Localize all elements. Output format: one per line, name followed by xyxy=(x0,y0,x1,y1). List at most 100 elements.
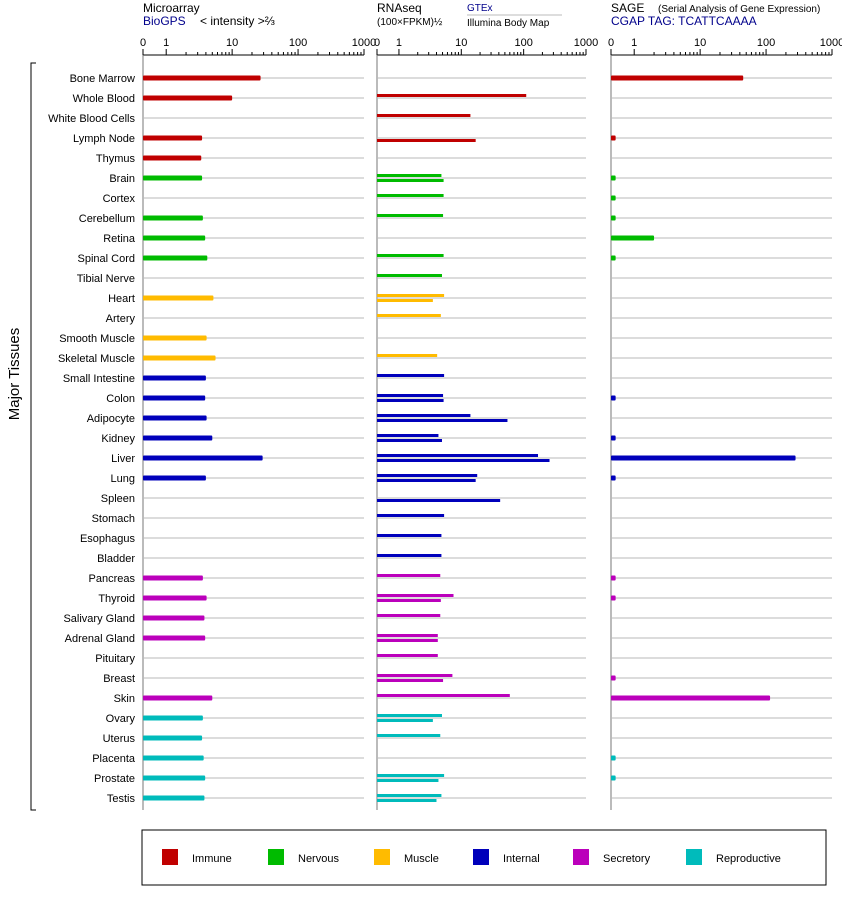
bar-gtex xyxy=(377,734,441,737)
bar-bodymap xyxy=(377,599,441,602)
panel-microarray-header: Microarray BioGPS < intensity >⅔ xyxy=(143,1,275,28)
bar-bodymap xyxy=(377,719,433,722)
panel-sage-axis: 0 1 10 100 1000 xyxy=(608,37,842,810)
panel-rnaseq-bodymap-label: Illumina Body Map xyxy=(467,18,550,29)
tissue-label: Adrenal Gland xyxy=(65,633,135,645)
tissue-row: Lymph Node xyxy=(73,133,832,145)
legend-item: Immune xyxy=(162,849,232,865)
legend: Immune Nervous Muscle Internal Secretory Repr… xyxy=(141,829,827,886)
bar-microarray xyxy=(143,735,203,741)
bar-gtex xyxy=(377,94,527,97)
bar-microarray xyxy=(143,175,203,181)
tissue-row: Stomach xyxy=(92,513,832,525)
tissue-row: Artery xyxy=(106,313,832,325)
legend-item: Internal xyxy=(473,849,540,865)
legend-label: Secretory xyxy=(603,853,651,865)
bar-sage xyxy=(611,235,655,241)
bar-sage xyxy=(611,435,616,441)
legend-label: Nervous xyxy=(298,853,339,865)
panel-rnaseq-header: RNAseq (100×FPKM)½ GTEx Illumina Body Ma… xyxy=(377,1,562,29)
bar-gtex xyxy=(377,794,442,797)
tissue-row: Spinal Cord xyxy=(78,253,832,265)
panel-rnaseq-gtex-link[interactable]: GTEx xyxy=(467,3,493,14)
tissue-row: Uterus xyxy=(103,733,832,745)
tissue-row: White Blood Cells xyxy=(48,113,832,125)
bar-sage xyxy=(611,595,616,601)
tissue-label: Brain xyxy=(109,173,135,185)
tissue-row: Pituitary xyxy=(95,653,832,665)
tissue-row: Spleen xyxy=(101,493,832,505)
bar-sage xyxy=(611,75,744,81)
bar-microarray xyxy=(143,75,261,81)
tissue-label: Cortex xyxy=(103,193,136,205)
bar-gtex xyxy=(377,454,539,457)
legend-label: Muscle xyxy=(404,853,439,865)
bar-bodymap xyxy=(377,399,444,402)
bar-sage xyxy=(611,475,616,481)
bar-gtex xyxy=(377,294,445,297)
tissue-label: Ovary xyxy=(106,713,136,725)
tissue-row: Prostate xyxy=(94,773,832,785)
bar-gtex xyxy=(377,774,445,777)
bar-gtex xyxy=(377,254,444,257)
bar-microarray xyxy=(143,155,202,161)
panel-microarray-units: < intensity >⅔ xyxy=(200,14,275,28)
bar-gtex xyxy=(377,174,442,177)
tissue-row: Skeletal Muscle xyxy=(58,353,832,365)
bar-bodymap xyxy=(377,459,550,462)
panel-sage-tag-link[interactable]: CGAP TAG: TCATTCAAAA xyxy=(611,14,757,28)
bar-microarray xyxy=(143,615,205,621)
bar-microarray xyxy=(143,395,206,401)
bar-microarray xyxy=(143,95,233,101)
panel-microarray-source-link[interactable]: BioGPS xyxy=(143,14,186,28)
tissue-row: Liver xyxy=(111,453,832,465)
bar-gtex xyxy=(377,314,441,317)
tissue-label: White Blood Cells xyxy=(48,113,135,125)
bar-bodymap xyxy=(377,419,508,422)
tissue-row: Cerebellum xyxy=(79,213,832,225)
bar-microarray xyxy=(143,375,206,381)
x-tick-label: 0 xyxy=(374,37,380,49)
panel-rnaseq-units: (100×FPKM)½ xyxy=(377,17,443,28)
bar-gtex xyxy=(377,434,439,437)
tissue-label: Cerebellum xyxy=(79,213,135,225)
panel-sage-subtitle: (Serial Analysis of Gene Expression) xyxy=(658,4,820,15)
tissue-label: Stomach xyxy=(92,513,135,525)
tissue-row: Colon xyxy=(106,393,832,405)
bar-sage xyxy=(611,395,616,401)
bar-gtex xyxy=(377,394,444,397)
tissue-label: Skeletal Muscle xyxy=(58,353,135,365)
tissue-label: Smooth Muscle xyxy=(59,333,135,345)
bar-bodymap xyxy=(377,299,433,302)
x-tick-label: 10 xyxy=(694,37,706,49)
bar-bodymap xyxy=(377,479,476,482)
tissue-row: Placenta xyxy=(92,753,832,765)
bar-bodymap xyxy=(377,679,444,682)
bar-microarray xyxy=(143,355,216,361)
tissue-label: Pituitary xyxy=(95,653,135,665)
tissue-label: Bone Marrow xyxy=(70,73,135,85)
tissue-row: Thymus xyxy=(96,153,832,165)
tissue-row: Brain xyxy=(109,173,832,185)
tissue-row: Ovary xyxy=(106,713,832,725)
bar-sage xyxy=(611,195,616,201)
x-tick-label: 10 xyxy=(455,37,467,49)
bar-gtex xyxy=(377,714,442,717)
x-tick-label: 10 xyxy=(226,37,238,49)
bar-microarray xyxy=(143,455,263,461)
tissue-label: Spinal Cord xyxy=(78,253,135,265)
tissue-label: Testis xyxy=(107,793,136,805)
bar-gtex xyxy=(377,634,438,637)
bar-sage xyxy=(611,455,796,461)
bar-microarray xyxy=(143,595,207,601)
tissue-label: Skin xyxy=(114,693,135,705)
bar-bodymap xyxy=(377,779,439,782)
tissue-row: Smooth Muscle xyxy=(59,333,832,345)
tissue-label: Artery xyxy=(106,313,136,325)
bar-gtex xyxy=(377,534,442,537)
tissue-row: Salivary Gland xyxy=(63,613,832,625)
tissue-label: Kidney xyxy=(101,433,135,445)
bar-microarray xyxy=(143,635,206,641)
